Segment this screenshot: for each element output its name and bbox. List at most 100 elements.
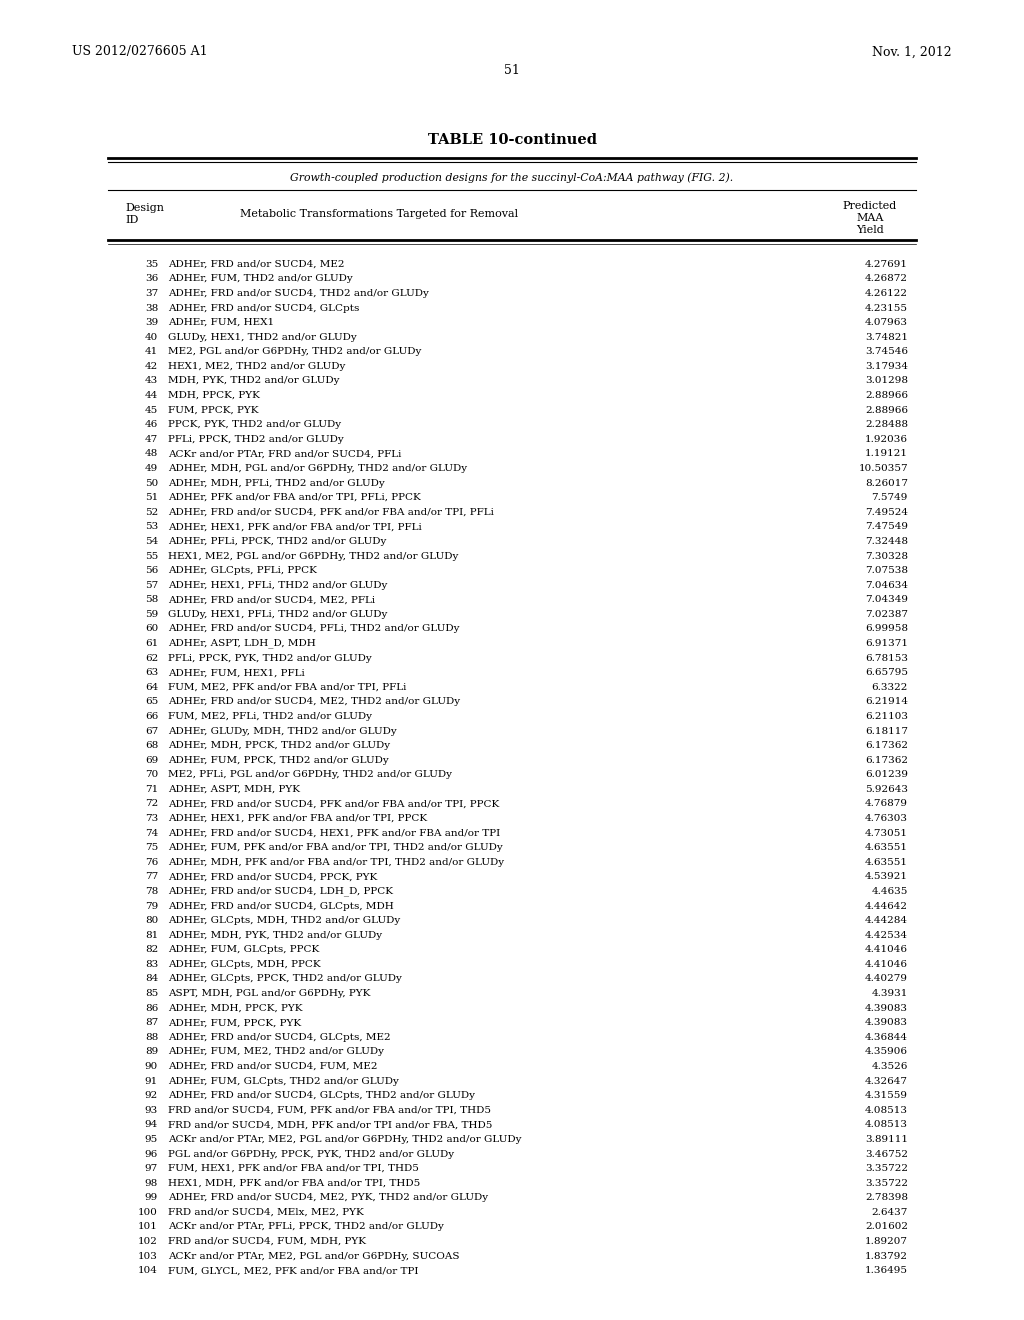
Text: 6.17362: 6.17362 (865, 756, 908, 764)
Text: 56: 56 (144, 566, 158, 576)
Text: 54: 54 (144, 537, 158, 546)
Text: 38: 38 (144, 304, 158, 313)
Text: MDH, PYK, THD2 and/or GLUDy: MDH, PYK, THD2 and/or GLUDy (168, 376, 340, 385)
Text: 55: 55 (144, 552, 158, 561)
Text: 7.02387: 7.02387 (865, 610, 908, 619)
Text: ACKr and/or PTAr, ME2, PGL and/or G6PDHy, THD2 and/or GLUDy: ACKr and/or PTAr, ME2, PGL and/or G6PDHy… (168, 1135, 521, 1144)
Text: 67: 67 (144, 726, 158, 735)
Text: 64: 64 (144, 682, 158, 692)
Text: 7.32448: 7.32448 (865, 537, 908, 546)
Text: Nov. 1, 2012: Nov. 1, 2012 (872, 45, 952, 58)
Text: 5.92643: 5.92643 (865, 785, 908, 793)
Text: ADHEr, FRD and/or SUCD4, PFK and/or FBA and/or TPI, PPCK: ADHEr, FRD and/or SUCD4, PFK and/or FBA … (168, 800, 500, 808)
Text: GLUDy, HEX1, THD2 and/or GLUDy: GLUDy, HEX1, THD2 and/or GLUDy (168, 333, 356, 342)
Text: 79: 79 (144, 902, 158, 911)
Text: 58: 58 (144, 595, 158, 605)
Text: ADHEr, FRD and/or SUCD4, GLCpts, THD2 and/or GLUDy: ADHEr, FRD and/or SUCD4, GLCpts, THD2 an… (168, 1092, 475, 1100)
Text: ADHEr, FRD and/or SUCD4, PFLi, THD2 and/or GLUDy: ADHEr, FRD and/or SUCD4, PFLi, THD2 and/… (168, 624, 460, 634)
Text: US 2012/0276605 A1: US 2012/0276605 A1 (72, 45, 208, 58)
Text: FUM, ME2, PFLi, THD2 and/or GLUDy: FUM, ME2, PFLi, THD2 and/or GLUDy (168, 711, 372, 721)
Text: 39: 39 (144, 318, 158, 327)
Text: 4.27691: 4.27691 (865, 260, 908, 269)
Text: ADHEr, GLCpts, MDH, PPCK: ADHEr, GLCpts, MDH, PPCK (168, 960, 321, 969)
Text: HEX1, ME2, PGL and/or G6PDHy, THD2 and/or GLUDy: HEX1, ME2, PGL and/or G6PDHy, THD2 and/o… (168, 552, 459, 561)
Text: 6.21914: 6.21914 (865, 697, 908, 706)
Text: ADHEr, HEX1, PFK and/or FBA and/or TPI, PPCK: ADHEr, HEX1, PFK and/or FBA and/or TPI, … (168, 814, 427, 824)
Text: 4.73051: 4.73051 (865, 829, 908, 838)
Text: 63: 63 (144, 668, 158, 677)
Text: 83: 83 (144, 960, 158, 969)
Text: 98: 98 (144, 1179, 158, 1188)
Text: 4.40279: 4.40279 (865, 974, 908, 983)
Text: 4.63551: 4.63551 (865, 858, 908, 867)
Text: 6.99958: 6.99958 (865, 624, 908, 634)
Text: 74: 74 (144, 829, 158, 838)
Text: 6.17362: 6.17362 (865, 741, 908, 750)
Text: FRD and/or SUCD4, MElx, ME2, PYK: FRD and/or SUCD4, MElx, ME2, PYK (168, 1208, 364, 1217)
Text: ADHEr, FUM, PPCK, THD2 and/or GLUDy: ADHEr, FUM, PPCK, THD2 and/or GLUDy (168, 756, 389, 764)
Text: 68: 68 (144, 741, 158, 750)
Text: 4.32647: 4.32647 (865, 1077, 908, 1085)
Text: 4.31559: 4.31559 (865, 1092, 908, 1100)
Text: 85: 85 (144, 989, 158, 998)
Text: 4.08513: 4.08513 (865, 1106, 908, 1115)
Text: 7.47549: 7.47549 (865, 523, 908, 532)
Text: 70: 70 (144, 771, 158, 779)
Text: 4.07963: 4.07963 (865, 318, 908, 327)
Text: ADHEr, GLCpts, PFLi, PPCK: ADHEr, GLCpts, PFLi, PPCK (168, 566, 316, 576)
Text: 104: 104 (138, 1266, 158, 1275)
Text: 100: 100 (138, 1208, 158, 1217)
Text: ADHEr, PFLi, PPCK, THD2 and/or GLUDy: ADHEr, PFLi, PPCK, THD2 and/or GLUDy (168, 537, 386, 546)
Text: 50: 50 (144, 479, 158, 487)
Text: 46: 46 (144, 420, 158, 429)
Text: 75: 75 (144, 843, 158, 853)
Text: ADHEr, GLUDy, MDH, THD2 and/or GLUDy: ADHEr, GLUDy, MDH, THD2 and/or GLUDy (168, 726, 396, 735)
Text: 86: 86 (144, 1003, 158, 1012)
Text: MDH, PPCK, PYK: MDH, PPCK, PYK (168, 391, 260, 400)
Text: ADHEr, FUM, PFK and/or FBA and/or TPI, THD2 and/or GLUDy: ADHEr, FUM, PFK and/or FBA and/or TPI, T… (168, 843, 503, 853)
Text: GLUDy, HEX1, PFLi, THD2 and/or GLUDy: GLUDy, HEX1, PFLi, THD2 and/or GLUDy (168, 610, 387, 619)
Text: PFLi, PPCK, THD2 and/or GLUDy: PFLi, PPCK, THD2 and/or GLUDy (168, 434, 344, 444)
Text: 95: 95 (144, 1135, 158, 1144)
Text: FUM, PPCK, PYK: FUM, PPCK, PYK (168, 405, 258, 414)
Text: 2.28488: 2.28488 (865, 420, 908, 429)
Text: ADHEr, HEX1, PFLi, THD2 and/or GLUDy: ADHEr, HEX1, PFLi, THD2 and/or GLUDy (168, 581, 387, 590)
Text: ADHEr, MDH, PPCK, THD2 and/or GLUDy: ADHEr, MDH, PPCK, THD2 and/or GLUDy (168, 741, 390, 750)
Text: FUM, ME2, PFK and/or FBA and/or TPI, PFLi: FUM, ME2, PFK and/or FBA and/or TPI, PFL… (168, 682, 407, 692)
Text: 66: 66 (144, 711, 158, 721)
Text: 3.17934: 3.17934 (865, 362, 908, 371)
Text: FUM, GLYCL, ME2, PFK and/or FBA and/or TPI: FUM, GLYCL, ME2, PFK and/or FBA and/or T… (168, 1266, 419, 1275)
Text: 43: 43 (144, 376, 158, 385)
Text: 4.35906: 4.35906 (865, 1048, 908, 1056)
Text: 4.76303: 4.76303 (865, 814, 908, 824)
Text: 48: 48 (144, 449, 158, 458)
Text: ADHEr, FRD and/or SUCD4, GLCpts, MDH: ADHEr, FRD and/or SUCD4, GLCpts, MDH (168, 902, 394, 911)
Text: ADHEr, ASPT, LDH_D, MDH: ADHEr, ASPT, LDH_D, MDH (168, 639, 315, 648)
Text: 2.88966: 2.88966 (865, 405, 908, 414)
Text: 69: 69 (144, 756, 158, 764)
Text: 96: 96 (144, 1150, 158, 1159)
Text: 7.5749: 7.5749 (871, 494, 908, 502)
Text: FUM, HEX1, PFK and/or FBA and/or TPI, THD5: FUM, HEX1, PFK and/or FBA and/or TPI, TH… (168, 1164, 419, 1173)
Text: ME2, PGL and/or G6PDHy, THD2 and/or GLUDy: ME2, PGL and/or G6PDHy, THD2 and/or GLUD… (168, 347, 421, 356)
Text: 4.4635: 4.4635 (871, 887, 908, 896)
Text: 99: 99 (144, 1193, 158, 1203)
Text: 42: 42 (144, 362, 158, 371)
Text: 2.88966: 2.88966 (865, 391, 908, 400)
Text: Design: Design (125, 203, 164, 213)
Text: 6.3322: 6.3322 (871, 682, 908, 692)
Text: 7.07538: 7.07538 (865, 566, 908, 576)
Text: ADHEr, MDH, PFK and/or FBA and/or TPI, THD2 and/or GLUDy: ADHEr, MDH, PFK and/or FBA and/or TPI, T… (168, 858, 504, 867)
Text: ADHEr, FRD and/or SUCD4, ME2, PFLi: ADHEr, FRD and/or SUCD4, ME2, PFLi (168, 595, 375, 605)
Text: 4.53921: 4.53921 (865, 873, 908, 882)
Text: 47: 47 (144, 434, 158, 444)
Text: ADHEr, FUM, PPCK, PYK: ADHEr, FUM, PPCK, PYK (168, 1018, 301, 1027)
Text: 59: 59 (144, 610, 158, 619)
Text: 3.74546: 3.74546 (865, 347, 908, 356)
Text: FRD and/or SUCD4, FUM, MDH, PYK: FRD and/or SUCD4, FUM, MDH, PYK (168, 1237, 366, 1246)
Text: ADHEr, FRD and/or SUCD4, ME2, PYK, THD2 and/or GLUDy: ADHEr, FRD and/or SUCD4, ME2, PYK, THD2 … (168, 1193, 488, 1203)
Text: 92: 92 (144, 1092, 158, 1100)
Text: 93: 93 (144, 1106, 158, 1115)
Text: 4.26872: 4.26872 (865, 275, 908, 284)
Text: 1.19121: 1.19121 (865, 449, 908, 458)
